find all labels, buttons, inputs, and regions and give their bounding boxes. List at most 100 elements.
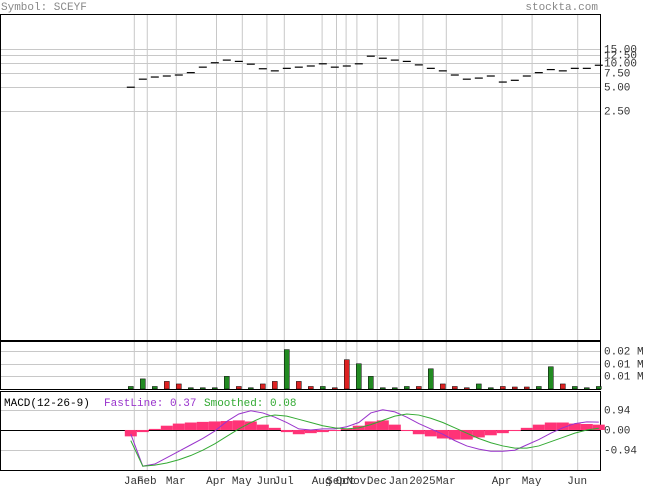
histogram-bar [532,424,545,430]
volume-bar [356,363,362,390]
histogram-bar [496,429,509,434]
volume-bar [464,387,470,390]
histogram-bar [256,424,269,430]
histogram-bar [124,429,137,437]
x-tick-label: Aug [312,476,332,486]
histogram-bar [136,429,149,433]
volume-bar [188,387,194,390]
macd-title: MACD(12-26-9) [4,398,90,410]
y-tick-label: 0.94 [604,405,631,417]
volume-bar [488,387,494,390]
volume-bar [320,386,326,390]
x-tick-label: Mar [436,476,456,486]
x-tick-label: May [232,476,252,486]
histogram-bar [508,429,521,432]
volume-bar [500,386,506,390]
volume-bar [476,383,482,390]
volume-bar [296,381,302,390]
symbol: Symbol: SCEYF [1,2,87,14]
volume-bar [140,378,146,390]
histogram-bar [448,429,461,440]
x-tick-label: May [522,476,542,486]
x-tick-label: 2025 [409,476,435,486]
y-tick-label: 2.50 [604,106,630,118]
x-tick-label: Jul [274,476,294,486]
x-tick-label: Nov [346,476,366,486]
histogram-bar [388,424,401,430]
volume-bar [380,387,386,390]
x-tick-label: Jan [388,476,408,486]
histogram-bar [556,422,569,430]
volume-bar [584,387,590,390]
volume-bar [200,387,206,390]
histogram-bar [424,429,437,437]
volume-bar [524,386,530,390]
macd-line [130,413,599,467]
histogram-bar [244,421,257,430]
panel [0,14,601,341]
x-tick-label: Jun [256,476,276,486]
histogram-bar [196,421,209,430]
y-tick-label: 12.50 [604,50,637,62]
volume-bar [440,383,446,390]
volume-bar [368,376,374,390]
volume-bar [548,366,554,390]
y-tick-label: 15.00 [604,44,637,56]
volume-bar [152,386,158,390]
legend-entry: Smoothed: 0.08 [204,398,296,410]
histogram-bar [184,422,197,430]
histogram-bar [148,428,161,430]
y-tick-label: 0.02 M [604,346,644,358]
volume-bar [236,386,242,390]
volume-bar [560,383,566,390]
volume-bar [428,368,434,390]
histogram-bar [568,423,581,430]
histogram-bar [208,421,221,430]
histogram-bar [268,427,281,430]
x-tick-label: Sep [326,476,346,486]
volume-bar [596,386,602,390]
volume-bar [512,386,518,390]
volume-bar [572,386,578,390]
x-tick-label: Jun [567,476,587,486]
volume-bar [332,387,338,390]
histogram-bar [220,421,233,430]
x-tick-label: Apr [492,476,512,486]
histogram-bar [460,429,473,440]
y-tick-label: 0.00 [604,425,630,437]
histogram-bar [340,428,353,430]
x-tick-label: Jan [124,476,144,486]
histogram-bar [376,420,389,430]
volume-bar [344,359,350,390]
volume-bar [128,386,134,390]
volume-bar [284,349,290,390]
x-tick-label: Dec [367,476,387,486]
volume-bar [392,387,398,390]
x-tick-label: Apr [206,476,226,486]
histogram-bar [232,420,245,430]
volume-bar [176,383,182,390]
macd-line [130,409,599,467]
volume-bar [308,386,314,390]
histogram-bar [412,429,425,435]
histogram-bar [520,427,533,430]
volume-bar [536,386,542,390]
x-tick-label: Mar [166,476,186,486]
y-tick-label: 7.50 [604,68,630,80]
volume-bar [404,386,410,390]
histogram-bar [280,429,293,433]
histogram-bar [400,429,413,432]
volume-bar [224,376,230,390]
histogram-bar [316,429,329,433]
histogram-bar [160,425,173,430]
histogram-bar [580,424,593,430]
histogram-bar [304,429,317,434]
volume-bar [260,383,266,390]
volume-bar [452,386,458,390]
histogram-bar [172,423,185,430]
site: stockta.com [525,2,598,14]
histogram-bar [328,429,341,432]
histogram-bar [544,422,557,430]
